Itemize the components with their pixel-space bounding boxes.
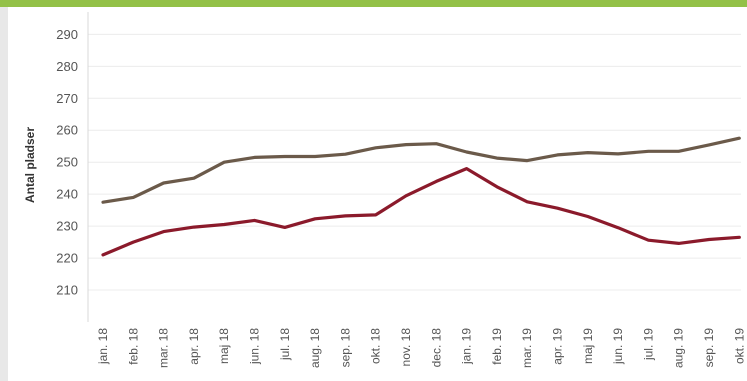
x-tick-label: okt. 19	[732, 328, 746, 364]
x-tick-label: aug. 18	[308, 328, 322, 368]
y-tick-label: 250	[56, 155, 78, 170]
x-tick-label: jan. 18	[96, 328, 110, 365]
x-tick-label: jan. 19	[460, 328, 474, 365]
top-accent-bar	[0, 0, 747, 7]
x-tick-label: apr. 19	[551, 328, 565, 365]
y-tick-label: 220	[56, 251, 78, 266]
x-tick-label: mar. 19	[520, 328, 534, 368]
x-tick-label: apr. 18	[187, 328, 201, 365]
x-tick-label: sep. 18	[338, 328, 352, 368]
series-lines	[101, 136, 741, 257]
y-tick-label: 260	[56, 123, 78, 138]
y-tick-label: 280	[56, 59, 78, 74]
y-axis-label: Antal pladser	[23, 127, 37, 203]
x-tick-label: jul. 18	[278, 328, 292, 361]
x-tick-label: jun. 18	[248, 328, 262, 365]
x-tick-label: jun. 19	[611, 328, 625, 365]
x-tick-label: mar. 18	[157, 328, 171, 368]
y-tick-label: 230	[56, 219, 78, 234]
x-tick-label: feb. 18	[126, 328, 140, 365]
x-tick-labels: jan. 18 feb. 18 mar. 18 apr. 18 maj 18 jun. 1…	[96, 328, 746, 368]
x-tick-label: nov. 18	[399, 328, 413, 367]
x-tick-label: dec. 18	[429, 328, 443, 368]
y-tick-label: 270	[56, 91, 78, 106]
gridlines	[88, 33, 741, 291]
series-line-1	[101, 136, 741, 204]
series-line-2	[101, 167, 741, 257]
x-tick-label: maj 19	[581, 328, 595, 364]
y-tick-label: 240	[56, 187, 78, 202]
y-tick-labels: 210 220 230 240 250 260 270 280 290	[56, 27, 78, 298]
y-tick-label: 290	[56, 27, 78, 42]
x-tick-label: aug. 19	[672, 328, 686, 368]
x-tick-label: sep. 19	[702, 328, 716, 368]
y-tick-label: 210	[56, 283, 78, 298]
x-tick-label: maj 18	[217, 328, 231, 364]
x-tick-label: okt. 18	[369, 328, 383, 364]
x-tick-label: jul. 19	[641, 328, 655, 361]
x-tick-label: feb. 19	[490, 328, 504, 365]
